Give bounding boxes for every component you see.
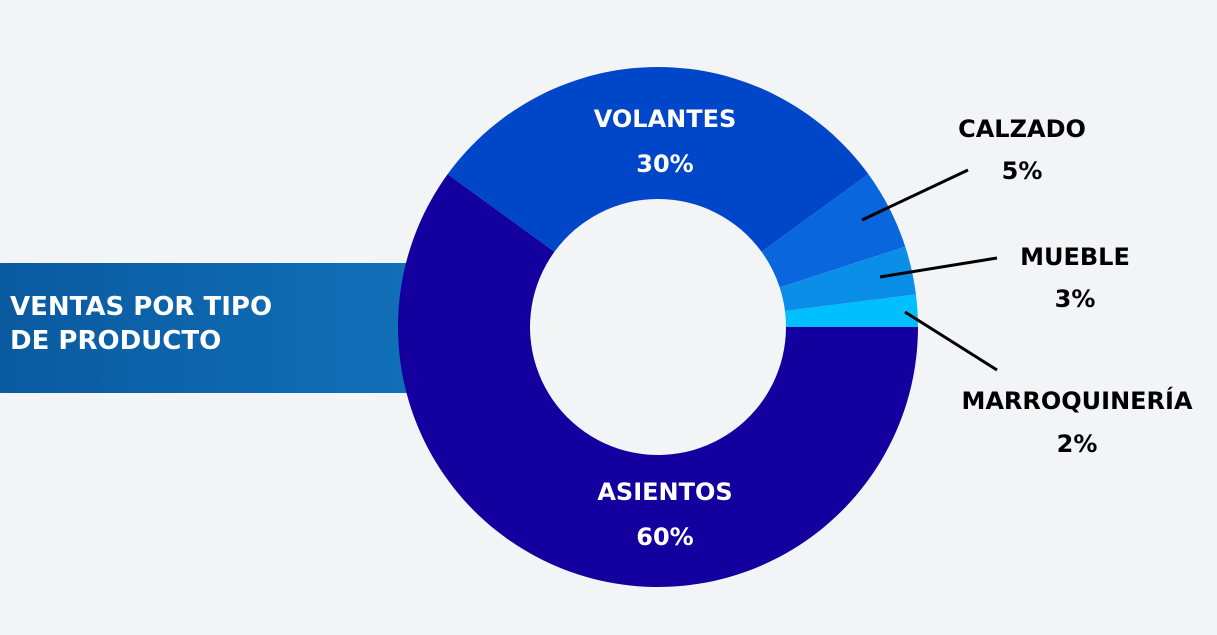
donut-slice: [397, 174, 918, 587]
leader-line: [904, 310, 998, 372]
slice-label: MARROQUINERÍA: [961, 386, 1193, 415]
leader-line: [879, 256, 998, 279]
value-label: 5%: [1002, 157, 1043, 185]
donut-slice: [447, 66, 869, 252]
slice-label: CALZADO: [958, 115, 1086, 143]
donut-slice: [784, 294, 918, 327]
chart-title: VENTAS POR TIPO DE PRODUCTO: [10, 292, 273, 356]
slice-label: VOLANTES: [594, 105, 737, 133]
leader-line: [861, 168, 969, 222]
slice-label: ASIENTOS: [597, 478, 732, 506]
slice-label: MUEBLE: [1020, 243, 1130, 271]
donut-slice: [779, 246, 916, 311]
value-label: 2%: [1057, 430, 1098, 458]
value-label: 3%: [1055, 285, 1096, 313]
value-label: 60%: [636, 523, 693, 551]
donut-slice: [761, 174, 906, 288]
title-banner: [0, 263, 420, 393]
value-label: 30%: [636, 150, 693, 178]
